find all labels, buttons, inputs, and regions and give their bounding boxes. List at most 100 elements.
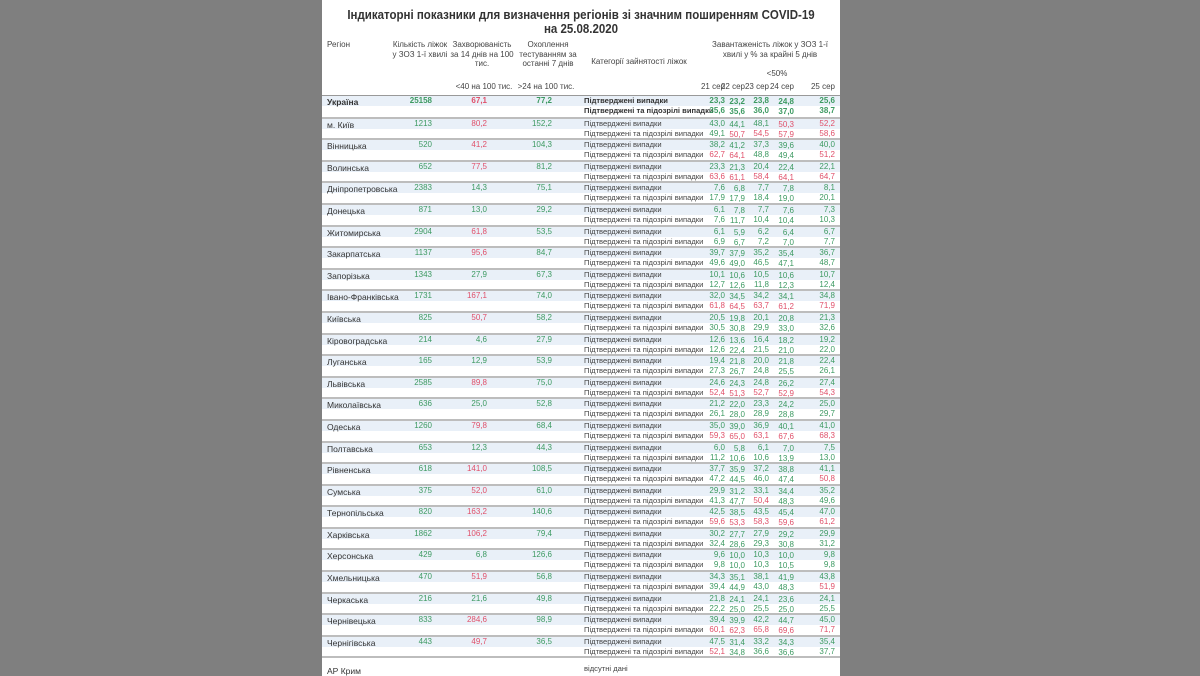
load-value: 21,3 (819, 312, 835, 322)
load-value: 23,2 (729, 97, 745, 106)
testing-value: 27,9 (536, 334, 552, 344)
load-value: 35,4 (778, 249, 794, 259)
row-band (322, 485, 840, 496)
load-value: 22,2 (709, 603, 725, 613)
beds-value: 470 (418, 572, 432, 582)
incidence-value: 79,8 (471, 420, 487, 430)
load-value: 26,7 (729, 367, 745, 377)
testing-value: 67,3 (536, 269, 552, 279)
load-value: 23,8 (753, 96, 769, 105)
load-value: 65,0 (729, 431, 745, 441)
table-row: Чернівецька 833 284,6 98,9 Підтверджені випа… (322, 613, 840, 636)
incidence-value: 141,0 (466, 464, 487, 474)
testing-value: 126,6 (531, 550, 552, 560)
load-value: 62,7 (709, 150, 725, 160)
load-value: 29,7 (819, 409, 835, 419)
table-row: Сумська 375 52,0 61,0 Підтверджені випадки Пі… (322, 483, 840, 506)
load-value: 22,4 (729, 345, 745, 355)
row-band (322, 258, 840, 269)
load-value: 7,7 (823, 236, 835, 246)
load-value: 35,2 (753, 248, 769, 258)
row-band (322, 269, 840, 280)
load-value: 36,0 (753, 106, 769, 115)
load-value: 59,6 (778, 518, 794, 528)
load-value: 17,9 (729, 194, 745, 204)
category-suspected: Підтверджені та підозрілі випадки (584, 301, 704, 311)
load-value: 34,8 (729, 647, 745, 657)
load-value: 48,7 (819, 258, 835, 268)
row-band (322, 517, 840, 528)
load-value: 10,6 (729, 270, 745, 280)
load-value: 51,3 (729, 388, 745, 398)
load-value: 19,4 (709, 356, 725, 366)
load-value: 16,4 (753, 334, 769, 344)
region-name: Львівська (327, 378, 366, 389)
testing-value: 61,0 (536, 485, 552, 495)
load-value: 40,0 (819, 140, 835, 150)
load-value: 10,6 (778, 270, 794, 280)
testing-value: 74,0 (536, 291, 552, 301)
category-suspected: Підтверджені та підозрілі випадки (584, 430, 704, 440)
beds-value: 1213 (414, 118, 432, 128)
region-name: Волинська (327, 162, 369, 173)
load-value: 36,9 (753, 420, 769, 430)
category-suspected: Підтверджені та підозрілі випадки (584, 150, 704, 160)
category-suspected: Підтверджені та підозрілі випадки (584, 214, 704, 224)
region-name: Івано-Франківська (327, 292, 399, 303)
incidence-value: 284,6 (466, 615, 487, 625)
region-name: Тернопільська (327, 508, 384, 519)
category-suspected: Підтверджені та підозрілі випадки (584, 128, 704, 138)
row-band (322, 301, 840, 312)
category-confirmed: Підтверджені випадки (584, 291, 662, 301)
beds-value: 1343 (414, 269, 432, 279)
load-value: 64,1 (778, 172, 794, 182)
testing-value: 53,5 (536, 226, 552, 236)
load-value: 6,1 (713, 204, 725, 214)
row-band (322, 442, 840, 453)
beds-value: 429 (418, 550, 432, 560)
incidence-value: 50,7 (471, 312, 487, 322)
row-band (322, 279, 840, 290)
incidence-value: 14,3 (471, 183, 487, 193)
row-band (322, 226, 840, 237)
beds-value: 2585 (414, 377, 432, 387)
load-value: 30,8 (778, 539, 794, 549)
row-band (322, 322, 840, 333)
indicators-table: Україна 25158 67,1 77,2 Підтверджені випадки… (322, 95, 840, 676)
load-value: 52,9 (778, 388, 794, 398)
load-value: 22,0 (729, 400, 745, 410)
load-value: 39,9 (729, 616, 745, 626)
category-confirmed: Підтверджені випадки (584, 204, 662, 214)
incidence-value: 49,7 (471, 636, 487, 646)
load-value: 19,0 (778, 194, 794, 204)
load-value: 65,8 (753, 625, 769, 635)
load-value: 41,0 (819, 420, 835, 430)
load-value: 34,4 (778, 486, 794, 496)
row-band (322, 593, 840, 604)
load-value: 32,0 (709, 291, 725, 301)
load-value: 33,1 (753, 485, 769, 495)
load-value: 27,7 (729, 529, 745, 539)
load-value: 35,6 (709, 106, 725, 115)
region-name: Черкаська (327, 594, 369, 605)
table-row: Житомирська 2904 61,8 53,5 Підтверджені випа… (322, 224, 840, 247)
incidence-value: 67,1 (471, 96, 487, 105)
load-value: 42,2 (753, 615, 769, 625)
category-suspected: Підтверджені та підозрілі випадки (584, 560, 704, 570)
load-value: 10,3 (819, 214, 835, 224)
load-value: 47,4 (778, 475, 794, 485)
load-value: 39,4 (709, 615, 725, 625)
load-value: 10,0 (729, 561, 745, 571)
load-value: 53,3 (729, 518, 745, 528)
beds-value: 2383 (414, 183, 432, 193)
category-suspected: Підтверджені та підозрілі випадки (584, 495, 704, 505)
category-suspected: Підтверджені та підозрілі випадки (584, 106, 714, 115)
load-value: 28,0 (729, 410, 745, 420)
header-day: 21 сер (700, 82, 725, 91)
region-name: Сумська (327, 486, 361, 497)
load-value: 21,8 (778, 357, 794, 367)
load-value: 36,7 (819, 248, 835, 258)
category-confirmed: Підтверджені випадки (584, 507, 662, 517)
load-value: 10,4 (778, 215, 794, 225)
header-load: Завантаженість ліжок у ЗОЗ 1-ї хвилі у %… (712, 40, 828, 59)
